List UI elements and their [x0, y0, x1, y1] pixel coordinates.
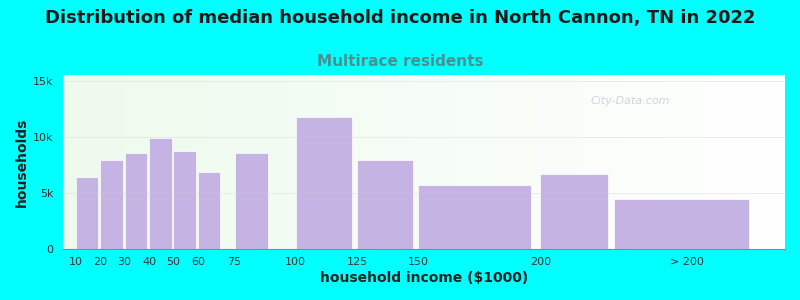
Bar — [296, 117, 352, 249]
Bar — [149, 138, 171, 249]
Y-axis label: households: households — [15, 117, 29, 207]
Bar — [100, 160, 122, 249]
Bar — [357, 160, 413, 249]
Bar — [234, 152, 268, 249]
Text: Multirace residents: Multirace residents — [317, 54, 483, 69]
Text: Distribution of median household income in North Cannon, TN in 2022: Distribution of median household income … — [45, 9, 755, 27]
Bar — [418, 185, 530, 249]
Bar — [125, 152, 147, 249]
Bar — [198, 172, 221, 249]
X-axis label: household income ($1000): household income ($1000) — [320, 271, 528, 285]
Bar — [540, 174, 608, 249]
Bar — [614, 199, 749, 249]
Text: City-Data.com: City-Data.com — [590, 96, 670, 106]
Bar — [76, 177, 98, 249]
Bar — [174, 152, 196, 249]
